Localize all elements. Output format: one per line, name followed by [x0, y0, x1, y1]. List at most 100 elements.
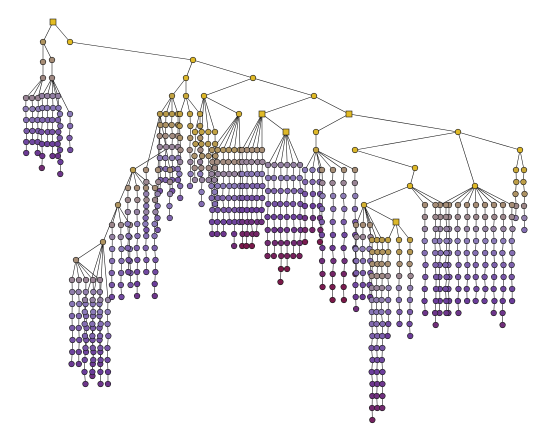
- tree-node-205: [97, 296, 104, 304]
- tree-node-194: [82, 344, 89, 352]
- tree-node-715: [378, 284, 386, 292]
- tree-node-83: [162, 154, 169, 162]
- tree-node-191: [81, 308, 88, 316]
- tree-node-135: [205, 140, 212, 148]
- tree-node-323: [225, 206, 232, 214]
- tree-node-496: [351, 146, 359, 154]
- tree-node-102: [176, 122, 183, 130]
- tree-node-671: [359, 281, 366, 289]
- tree-node-118: [197, 134, 204, 142]
- tree-edge-0: [52, 21, 71, 43]
- tree-node-115: [186, 182, 194, 190]
- tree-edge-495: [354, 131, 459, 151]
- tree-node-276: [151, 292, 158, 300]
- tree-node-602: [421, 213, 429, 221]
- tree-edge-63: [261, 95, 315, 115]
- tree-node-440: [302, 226, 309, 234]
- tree-node-26: [39, 116, 46, 124]
- tree-edge-65: [315, 113, 350, 133]
- tree-node-569: [482, 285, 489, 293]
- tree-node-539: [455, 261, 462, 269]
- tree-edge-301: [217, 113, 240, 151]
- tree-node-13: [28, 94, 36, 102]
- tree-node-534: [454, 201, 462, 209]
- tree-node-513: [521, 226, 528, 234]
- tree-node-153: [68, 312, 76, 320]
- tree-node-53: [57, 170, 64, 178]
- tree-node-628: [443, 273, 450, 281]
- tree-node-574: [490, 237, 498, 245]
- tree-node-56: [66, 134, 73, 142]
- tree-node-391: [271, 161, 278, 169]
- tree-node-131: [198, 176, 206, 184]
- tree-edge-486: [315, 149, 356, 171]
- tree-node-195: [81, 356, 88, 364]
- tree-node-210: [97, 356, 104, 364]
- tree-node-294: [208, 146, 216, 154]
- tree-node-274: [152, 268, 159, 276]
- tree-node-216: [105, 332, 112, 340]
- tree-node-428: [297, 187, 304, 195]
- tree-node-699: [373, 272, 380, 280]
- tree-node-197: [82, 380, 89, 388]
- tree-node-721: [378, 356, 385, 364]
- tree-node-390: [264, 252, 271, 260]
- tree-node-396: [271, 226, 278, 234]
- tree-edge-276: [145, 113, 161, 171]
- tree-node-258: [133, 292, 141, 300]
- tree-node-573: [490, 225, 497, 233]
- tree-node-642: [396, 248, 403, 256]
- tree-node-125: [191, 164, 198, 172]
- tree-node-479: [341, 205, 348, 213]
- tree-edge-475: [315, 149, 345, 171]
- tree-node-202: [89, 344, 96, 352]
- tree-node-499: [406, 182, 414, 190]
- tree-node-551: [463, 285, 470, 293]
- tree-node-598: [508, 273, 515, 281]
- tree-node-601: [421, 201, 429, 209]
- tree-edge-501: [363, 204, 397, 223]
- tree-edge-513: [439, 185, 476, 206]
- tree-node-484: [340, 270, 347, 278]
- tree-node-320: [225, 170, 233, 178]
- tree-node-518: [437, 249, 444, 257]
- tree-node-585: [499, 249, 506, 257]
- tree-node-655: [406, 308, 414, 316]
- tree-node-717: [378, 308, 385, 316]
- tree-edge-57: [69, 41, 194, 61]
- tree-node-593: [508, 213, 515, 221]
- tree-node-292: [166, 202, 173, 210]
- tree-node-666: [359, 221, 367, 229]
- tree-node-695: [369, 416, 376, 424]
- tree-edge-133: [203, 95, 209, 133]
- tree-node-329: [231, 194, 238, 202]
- tree-node-461: [319, 244, 326, 252]
- tree-node-444: [309, 190, 317, 198]
- tree-node-600: [509, 297, 516, 305]
- tree-node-478: [340, 192, 347, 200]
- tree-node-630: [443, 297, 450, 305]
- tree-node-646: [395, 296, 403, 304]
- tree-node-217: [104, 344, 111, 352]
- tree-node-557: [472, 249, 479, 257]
- tree-edge-600: [409, 185, 426, 206]
- tree-node-500: [471, 182, 479, 190]
- tree-edge-212: [102, 241, 109, 301]
- tree-node-397: [271, 239, 278, 247]
- tree-node-63: [345, 110, 353, 118]
- tree-node-14: [29, 105, 36, 113]
- tree-node-215: [104, 320, 111, 328]
- tree-node-535: [454, 213, 461, 221]
- tree-edge-93: [171, 95, 179, 115]
- tree-node-146: [129, 166, 137, 174]
- tree-node-645: [395, 284, 402, 292]
- tree-node-471: [329, 244, 336, 252]
- tree-node-617: [432, 273, 440, 281]
- tree-node-79: [162, 110, 170, 118]
- tree-node-639: [385, 320, 392, 328]
- tree-node-313: [220, 182, 227, 190]
- tree-node-273: [152, 256, 159, 264]
- tree-node-545: [464, 213, 471, 221]
- tree-node-555: [472, 225, 480, 233]
- tree-node-151: [69, 288, 76, 296]
